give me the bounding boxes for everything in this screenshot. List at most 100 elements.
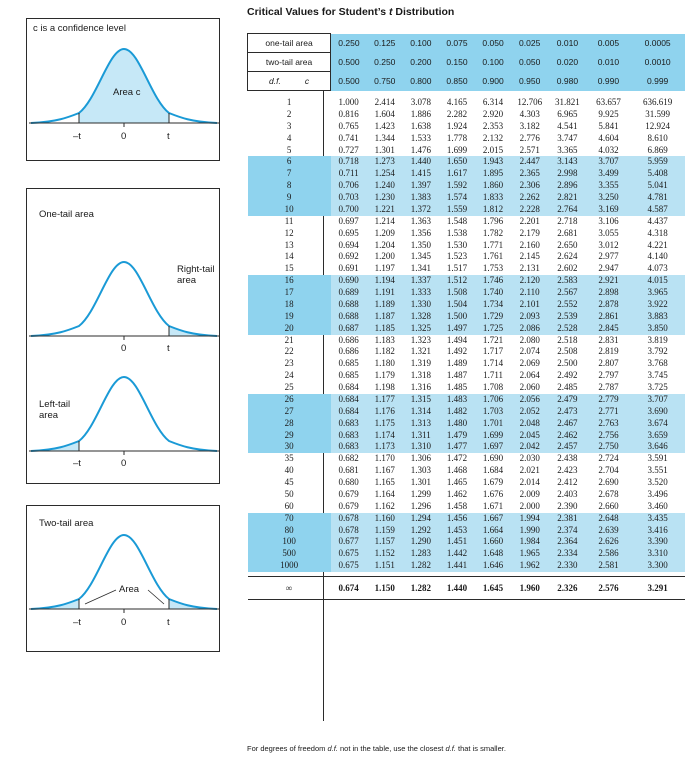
value-cell: 2.718 [557,215,578,226]
value-cell: 6.314 [482,96,504,107]
value-cell: 1.886 [410,108,431,119]
value-cell: 1.165 [374,477,395,487]
two-tail-curve [29,533,219,613]
value-cell: 1.314 [402,405,439,418]
value-cell: 1.325 [402,322,439,335]
value-cell: 2.764 [548,203,587,216]
value-cell: 0.706 [330,180,367,192]
value-cell: 1.273 [366,156,403,169]
value-cell: 1.159 [366,524,403,537]
header-cell: 0.900 [475,71,512,91]
value-cell: 2.831 [598,334,619,345]
value-cell: 0.681 [338,465,359,476]
value-cell: 2.508 [557,346,578,357]
df-cell: 18 [247,298,331,311]
df-cell: 3 [286,120,292,131]
header-cell: 0.010 [548,33,587,53]
table-row: 5 0.727 1.301 1.476 1.699 2.015 2.571 3.365 4.03… [248,145,686,157]
value-cell: 1.530 [446,239,468,250]
value-cell: 1.456 [438,512,475,525]
value-cell: 2.069 [519,358,540,369]
df-cell: 29 [247,429,331,442]
value-cell: 1.559 [438,203,475,216]
panel-one-tail: One-tail area Right-tail area 0 t Left-t… [26,188,220,484]
value-cell: 1.316 [410,382,431,392]
table-row: 28 0.683 1.175 1.313 1.480 1.701 2.048 2.467 2.7… [247,417,685,430]
header-row: d.f. c 0.500 0.750 0.800 0.850 0.900 0.950 0.980… [246,71,685,91]
value-cell: 5.959 [630,156,685,169]
tick-label: 0 [121,458,127,469]
value-cell: 4.032 [598,144,619,155]
value-cell: 1.173 [366,441,403,454]
value-cell: 1.479 [438,429,475,442]
value-cell: 2.763 [586,417,631,430]
value-cell: 1.483 [438,393,475,406]
value-cell: 1.283 [402,548,439,561]
value-cell: 5.041 [630,180,685,192]
value-cell: 1.282 [402,560,439,572]
value-cell: 4.541 [557,120,578,131]
value-cell: 2.262 [511,192,549,204]
one-tail-curves [29,260,219,455]
table-row: 100 0.677 1.157 1.290 1.451 1.660 1.984 2.364 2.… [247,536,685,549]
value-cell: 1.194 [366,275,403,287]
header-label: one-tail area [246,33,332,53]
value-cell: 1.315 [402,393,439,406]
header-cell: 0.010 [586,52,631,72]
value-cell: 3.416 [630,524,685,537]
value-cell: 3.250 [586,192,631,204]
value-cell: 1.994 [511,512,549,525]
value-cell: 1.306 [410,453,431,464]
value-cell: 1.221 [366,203,403,216]
value-cell: 1.356 [410,227,431,238]
value-cell: 31.599 [645,108,671,119]
value-cell: 3.365 [557,144,578,155]
value-cell: 1.645 [475,576,512,600]
value-cell: 1.592 [438,180,475,192]
value-cell: 3.460 [647,500,668,511]
value-cell: 1.170 [374,453,395,464]
value-cell: 3.496 [647,488,668,499]
value-cell: 2.030 [519,453,540,464]
value-cell: 1.372 [402,203,439,216]
value-cell: 2.120 [511,275,549,287]
table-row: 7 0.711 1.254 1.415 1.617 1.895 2.365 2.998 3.49… [247,168,685,181]
tick-label: 0 [121,343,127,354]
value-cell: 1.497 [438,322,475,335]
bell-curve [30,375,218,452]
value-cell: 1.472 [446,453,468,464]
header-cell: 0.005 [586,33,631,53]
value-cell: 0.711 [330,168,367,181]
value-cell: 2.528 [548,322,587,335]
value-cell: 0.678 [330,524,367,537]
header-cell: 0.999 [630,71,685,91]
header-cell: 0.500 [330,52,367,72]
value-cell: 2.045 [511,429,549,442]
right-tail-fill [169,599,217,609]
value-cell: 3.499 [586,168,631,181]
table-row: 22 0.686 1.182 1.321 1.492 1.717 2.074 2.508 2.8… [248,346,686,358]
value-cell: 31.821 [555,96,580,107]
value-cell: 2.500 [557,358,578,369]
left-tail-fill [31,441,79,451]
value-cell: 1.990 [511,524,549,537]
table-row: 27 0.684 1.176 1.314 1.482 1.703 2.052 2.473 2.7… [247,405,685,418]
df-divider [323,33,324,721]
table-row: 15 0.691 1.197 1.341 1.517 1.753 2.131 2.602 2.9… [248,263,686,275]
value-cell: 0.688 [330,298,367,311]
value-cell: 2.998 [548,168,587,181]
value-cell: 2.492 [557,370,578,381]
df-cell: 20 [247,322,331,335]
value-cell: 2.015 [482,144,504,155]
value-cell: 1.833 [475,192,512,204]
df-cell: 9 [247,192,331,204]
table-row: 13 0.694 1.204 1.350 1.530 1.771 2.160 2.650 3.0… [248,240,686,252]
value-cell: 2.101 [511,298,549,311]
value-cell: 1.313 [402,417,439,430]
value-cell: 2.485 [557,382,578,392]
header-cell: 0.125 [366,33,403,53]
value-cell: 3.674 [630,417,685,430]
df-cell: 40 [284,465,294,476]
value-cell: 1.508 [438,287,475,299]
value-cell: 1.676 [482,488,504,499]
